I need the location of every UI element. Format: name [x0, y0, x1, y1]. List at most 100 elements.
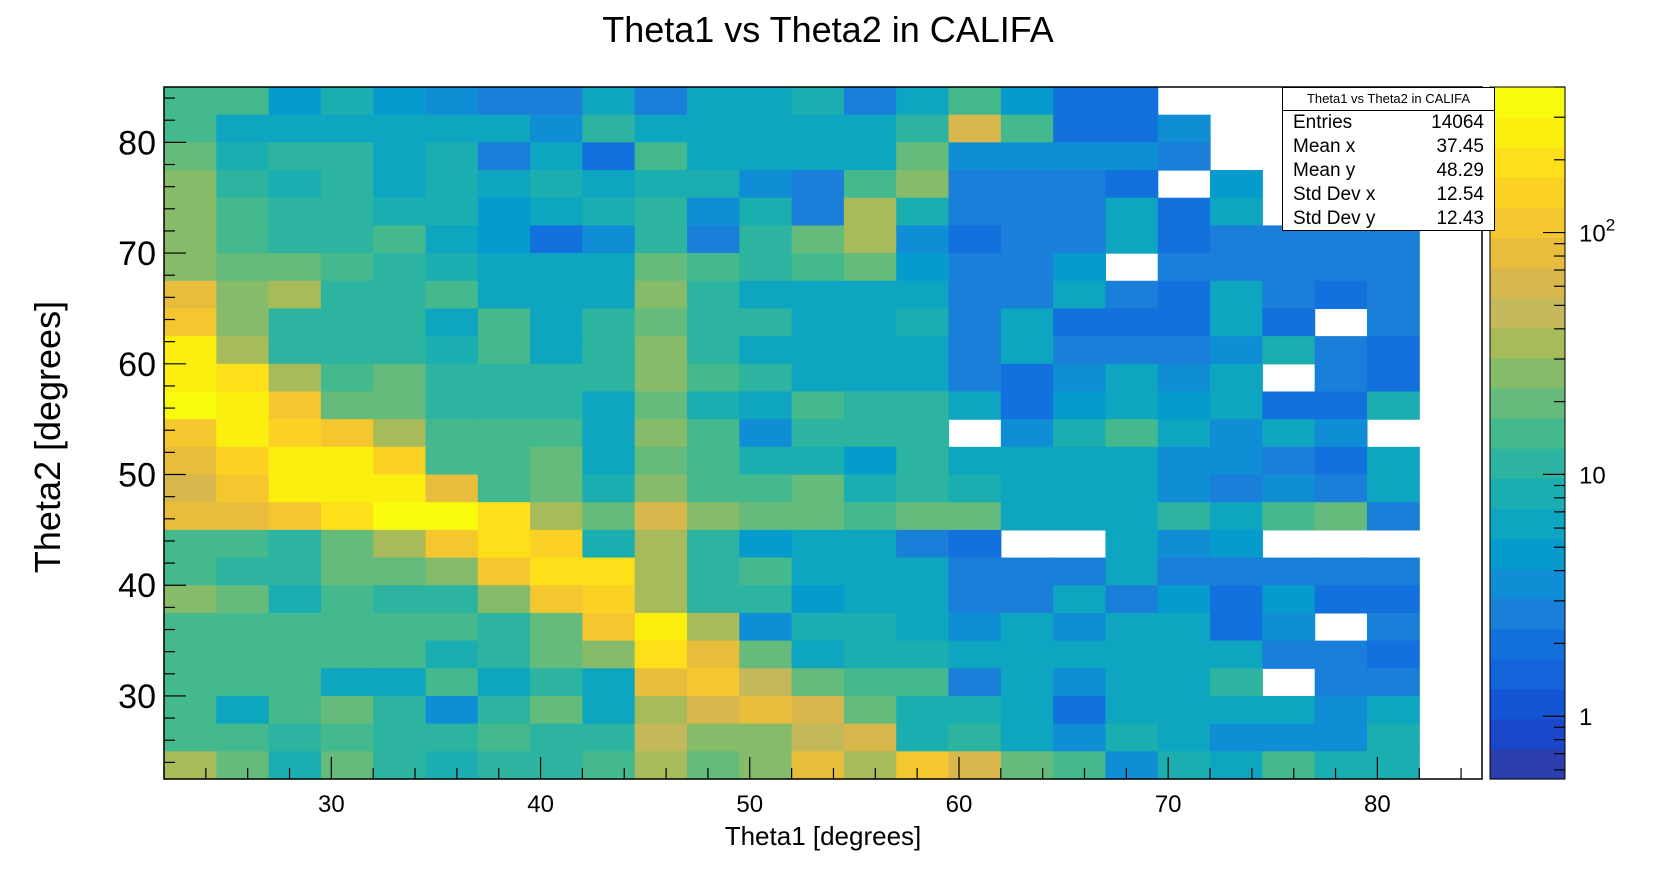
heatmap-cell: [1053, 446, 1107, 476]
heatmap-cell: [373, 87, 427, 116]
heatmap-cell: [1105, 308, 1159, 337]
heatmap-cell: [425, 557, 479, 586]
heatmap-cell: [1053, 391, 1107, 420]
heatmap-cell: [530, 170, 584, 199]
heatmap-cell: [216, 114, 270, 143]
heatmap-cell: [896, 363, 950, 393]
heatmap-cell: [477, 723, 531, 752]
heatmap-cell: [1210, 446, 1263, 476]
heatmap-cell: [896, 114, 950, 143]
heatmap-cell: [477, 695, 531, 725]
heatmap-cell: [268, 529, 322, 559]
heatmap-cell: [530, 751, 584, 780]
heatmap-cell: [739, 695, 793, 725]
stats-value: 14064: [1431, 112, 1484, 133]
heatmap-cell: [791, 529, 845, 559]
heatmap-cell: [739, 612, 793, 642]
heatmap-cell: [164, 142, 217, 171]
heatmap-cell: [477, 446, 531, 476]
heatmap-cell: [268, 585, 322, 614]
heatmap-cell: [791, 612, 845, 642]
heatmap-cell: [216, 391, 270, 420]
heatmap-cell: [582, 308, 636, 337]
heatmap-cell: [268, 197, 322, 226]
heatmap-cell: [164, 557, 217, 586]
heatmap-cell: [1210, 253, 1263, 282]
heatmap-cell: [1105, 529, 1159, 559]
heatmap-cell: [268, 114, 322, 143]
heatmap-cell: [1366, 280, 1420, 310]
heatmap-cell: [948, 751, 1002, 780]
heatmap-cell: [948, 225, 1002, 254]
heatmap-cell: [843, 391, 897, 420]
heatmap-cell: [582, 253, 636, 282]
heatmap-cell: [530, 225, 584, 254]
heatmap-cell: [843, 363, 897, 393]
heatmap-cell: [1105, 391, 1159, 420]
heatmap-cell: [373, 336, 427, 365]
heatmap-cell: [791, 87, 845, 116]
heatmap-cell: [582, 114, 636, 143]
heatmap-cell: [1105, 751, 1159, 780]
heatmap-cell: [791, 668, 845, 697]
heatmap-cell: [373, 474, 427, 503]
heatmap-cell: [634, 723, 688, 752]
heatmap-cell: [320, 640, 374, 669]
heatmap-cell: [1210, 668, 1263, 697]
heatmap-cell: [948, 197, 1002, 226]
heatmap-cell: [1210, 640, 1263, 669]
heatmap-cell: [843, 557, 897, 586]
heatmap-cell: [791, 308, 845, 337]
heatmap-cell: [634, 336, 688, 365]
heatmap-cell: [948, 308, 1002, 337]
heatmap-cell: [164, 419, 217, 448]
heatmap-cell: [739, 557, 793, 586]
heatmap-cell: [530, 668, 584, 697]
heatmap-cell: [268, 336, 322, 365]
heatmap-cell: [687, 114, 740, 143]
heatmap-cell: [1210, 391, 1263, 420]
heatmap-cell: [1314, 419, 1368, 448]
heatmap-cell: [1314, 474, 1368, 503]
heatmap-cell: [791, 197, 845, 226]
heatmap-cell: [791, 557, 845, 586]
heatmap-cell: [948, 474, 1002, 503]
stats-value: 12.43: [1436, 208, 1484, 229]
heatmap-cell: [477, 87, 531, 116]
heatmap-cell: [687, 170, 740, 199]
heatmap-cell: [1262, 585, 1316, 614]
heatmap-cell: [582, 529, 636, 559]
heatmap-cell: [1210, 751, 1263, 780]
heatmap-cell: [791, 751, 845, 780]
heatmap-cell: [164, 253, 217, 282]
x-axis-label: Theta1 [degrees]: [725, 821, 922, 851]
heatmap-cell: [1105, 225, 1159, 254]
heatmap-cell: [687, 363, 740, 393]
heatmap-cell: [896, 612, 950, 642]
heatmap-cell: [1210, 280, 1263, 310]
heatmap-cell: [634, 308, 688, 337]
heatmap-cell: [843, 529, 897, 559]
x-tick-label: 70: [1155, 791, 1182, 818]
x-axis: 30 40 50 60 70 80: [163, 757, 1462, 818]
heatmap-cell: [477, 253, 531, 282]
heatmap-cell: [1105, 723, 1159, 752]
heatmap-cell: [1105, 419, 1159, 448]
heatmap-cell: [1157, 363, 1211, 393]
heatmap-cell: [582, 170, 636, 199]
heatmap-cell: [687, 419, 740, 448]
heatmap-cell: [164, 668, 217, 697]
heatmap-cell: [477, 612, 531, 642]
y-tick-label: 30: [118, 678, 156, 716]
heatmap-cell: [1262, 391, 1316, 420]
plot-frame: [163, 86, 1483, 780]
heatmap-cell: [1000, 502, 1054, 531]
heatmap-cell: [687, 557, 740, 586]
heatmap-cell: [739, 640, 793, 669]
heatmap-cell: [582, 640, 636, 669]
heatmap-cell: [843, 336, 897, 365]
heatmap-cell: [1314, 557, 1368, 586]
heatmap-cell: [268, 612, 322, 642]
heatmap-cell: [425, 391, 479, 420]
heatmap-cell: [634, 612, 688, 642]
